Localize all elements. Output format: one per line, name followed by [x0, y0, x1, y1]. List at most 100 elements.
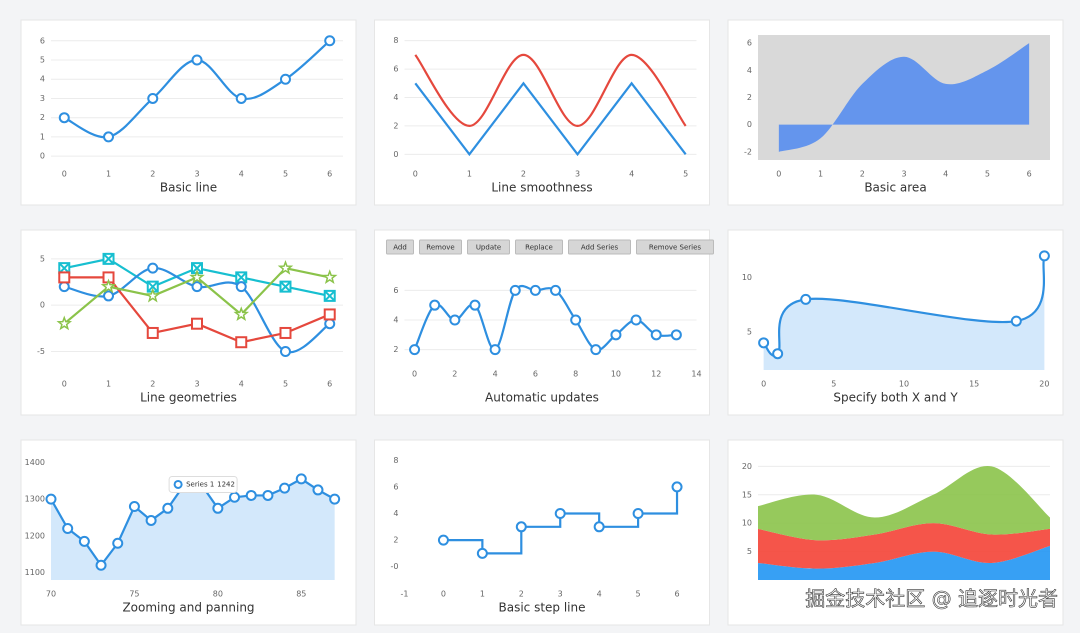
point	[102, 252, 115, 265]
button-label[interactable]: Add	[393, 244, 407, 252]
point	[279, 73, 291, 85]
y-tick-label: 0	[747, 120, 752, 129]
stacked-area	[758, 523, 1050, 569]
point	[489, 344, 501, 356]
point	[144, 287, 161, 303]
y-tick-label: 4	[747, 66, 752, 75]
x-tick-label: 6	[674, 590, 679, 599]
button-label[interactable]: Add Series	[581, 244, 619, 252]
y-tick-label: 6	[393, 65, 398, 74]
point	[509, 284, 521, 296]
point	[279, 482, 291, 494]
chart-title: Line geometries	[140, 391, 237, 405]
button-label[interactable]: Remove	[426, 244, 454, 252]
y-tick-label: 5	[747, 327, 752, 336]
x-tick-label: 10	[611, 370, 621, 379]
point	[146, 326, 159, 339]
point	[800, 293, 812, 305]
x-tick-label: 3	[575, 170, 580, 179]
line	[414, 53, 687, 128]
card	[374, 439, 710, 626]
button-label[interactable]: Remove Series	[649, 244, 702, 252]
point	[45, 493, 57, 505]
point	[191, 54, 203, 66]
button[interactable]	[568, 239, 631, 255]
x-tick-label: 6	[327, 380, 332, 389]
point	[295, 473, 307, 485]
chart-card: 5 10 0 5 10 15 20 Specify both X and Y	[727, 229, 1064, 416]
x-tick-label: 4	[597, 590, 602, 599]
card	[20, 19, 357, 206]
y-tick-label: -0	[391, 562, 399, 571]
x-tick-label: 2	[452, 370, 457, 379]
point	[245, 489, 257, 501]
point	[529, 284, 541, 296]
x-tick-label: 4	[239, 380, 244, 389]
point	[312, 484, 324, 496]
y-tick-label: 0	[40, 152, 45, 161]
y-tick-label: 1400	[25, 458, 45, 467]
y-tick-label: 4	[40, 75, 45, 84]
button[interactable]	[419, 239, 462, 255]
point	[570, 314, 582, 326]
x-tick-label: 2	[519, 590, 524, 599]
point	[670, 329, 682, 341]
card	[374, 229, 710, 416]
point	[145, 514, 157, 526]
x-tick-label: 6	[533, 370, 538, 379]
x-tick-label: 3	[901, 170, 906, 179]
area	[778, 43, 1030, 152]
point	[58, 281, 70, 293]
button-label[interactable]: Update	[476, 244, 501, 252]
point	[128, 500, 140, 512]
x-tick-label: 3	[194, 380, 199, 389]
y-tick-label: 5	[747, 547, 752, 556]
point	[1038, 250, 1050, 262]
y-tick-label: 0	[393, 150, 398, 159]
chart-card: 0 1 2 3 4 5 6 0 1 2 3 4 5 6 Basic line	[20, 19, 357, 206]
x-tick-label: 3	[194, 170, 199, 179]
x-tick-label: 5	[985, 170, 990, 179]
chart-title: Basic area	[864, 181, 926, 195]
point	[191, 281, 203, 293]
point	[409, 344, 421, 356]
point	[235, 336, 248, 349]
y-tick-label: 2	[40, 113, 45, 122]
x-tick-label: 75	[129, 590, 139, 599]
button[interactable]	[636, 239, 714, 255]
x-tick-label: 5	[636, 590, 641, 599]
point	[610, 329, 622, 341]
point	[103, 131, 115, 143]
point	[671, 481, 683, 493]
tooltip-series: Series 1	[186, 480, 214, 488]
point	[515, 521, 527, 533]
button-label[interactable]: Replace	[525, 244, 553, 252]
area	[51, 478, 335, 580]
area	[763, 255, 1045, 370]
point	[449, 314, 461, 326]
button[interactable]	[467, 239, 510, 255]
y-tick-label: 5	[40, 56, 45, 65]
button[interactable]	[386, 239, 414, 255]
y-tick-label: 10	[742, 273, 752, 282]
y-tick-label: 5	[40, 254, 45, 263]
x-tick-label: 4	[493, 370, 498, 379]
y-tick-label: 20	[742, 462, 752, 471]
point	[147, 262, 159, 274]
x-tick-label: 5	[831, 380, 836, 389]
card	[374, 19, 710, 206]
point	[100, 278, 117, 294]
point	[112, 537, 124, 549]
point	[323, 308, 336, 321]
y-tick-label: 8	[393, 456, 398, 465]
y-tick-label: 4	[393, 316, 398, 325]
x-tick-label: 15	[969, 380, 979, 389]
x-tick-label: 2	[521, 170, 526, 179]
x-tick-label: 5	[283, 380, 288, 389]
y-tick-label: 2	[393, 345, 398, 354]
point	[58, 112, 70, 124]
point	[429, 299, 441, 311]
point	[191, 262, 203, 275]
point	[593, 521, 605, 533]
button[interactable]	[515, 239, 563, 255]
